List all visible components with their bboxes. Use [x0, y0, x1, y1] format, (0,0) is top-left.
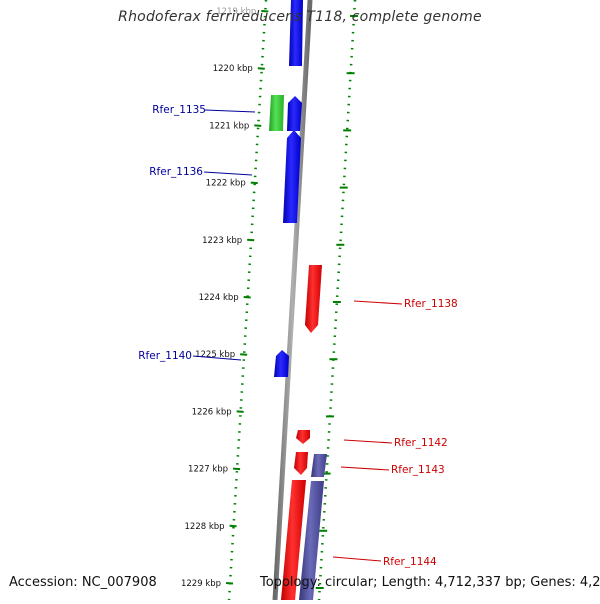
gene-forward-1136	[283, 130, 301, 223]
scale-tick	[233, 467, 241, 471]
outer-dotted-guide	[317, 0, 357, 601]
scale-label: 1220 kbp	[213, 64, 253, 74]
scale-tick	[250, 181, 258, 185]
scale-label: 1221 kbp	[209, 121, 249, 131]
gene-forward-1140	[274, 350, 289, 377]
scale-label: 1225 kbp	[195, 350, 235, 360]
gene-other-1144	[299, 481, 324, 600]
scale-tick	[257, 67, 265, 70]
leader-rfer-1142	[343, 439, 393, 444]
gene-reverse-1144	[281, 480, 306, 600]
gene-label-rfer-1142[interactable]: Rfer_1142	[394, 437, 448, 449]
scale-label: 1227 kbp	[188, 465, 228, 475]
scale-tick	[243, 296, 251, 299]
leader-rfer-1140	[192, 355, 242, 361]
gene-label-rfer-1135[interactable]: Rfer_1135	[152, 104, 206, 116]
scale-tick	[225, 582, 234, 585]
scale-label: 1229 kbp	[181, 579, 221, 589]
scale-tick	[229, 524, 237, 528]
gene-label-rfer-1136[interactable]: Rfer_1136	[149, 166, 203, 178]
leader-rfer-1135	[204, 109, 256, 113]
scale-tick	[254, 124, 262, 127]
scale-tick	[236, 410, 244, 413]
scale-tick	[247, 238, 255, 242]
scale-tick	[240, 353, 248, 356]
leader-rfer-1144	[332, 556, 382, 562]
gene-label-rfer-1138[interactable]: Rfer_1138	[404, 298, 458, 310]
scale-label: 1224 kbp	[199, 293, 239, 303]
gene-forward-1135	[287, 96, 302, 131]
gene-label-rfer-1140[interactable]: Rfer_1140	[138, 350, 192, 362]
scale-label: 1219 kbp	[216, 7, 256, 17]
scale-label: 1228 kbp	[185, 522, 225, 532]
topology-text: Topology: circular; Length: 4,712,337 bp…	[260, 575, 600, 590]
leader-rfer-1138	[353, 300, 403, 305]
gene-other-1143	[311, 454, 327, 477]
gene-label-rfer-1144[interactable]: Rfer_1144	[383, 556, 437, 568]
scale-ticks: 1219 kbp 1220 kbp 1221 kbp 1222 kbp 1223 kbp…	[181, 7, 359, 589]
leader-rfer-1136	[203, 171, 253, 176]
scale-label: 1226 kbp	[192, 407, 232, 417]
scale-label: 1223 kbp	[202, 236, 242, 246]
gene-reverse-1143	[294, 452, 308, 475]
map-title: Rhodoferax ferrireducens T118, complete …	[118, 9, 482, 25]
gene-forward-1134	[289, 0, 303, 66]
gene-reverse-1142	[296, 430, 310, 444]
gene-reverse-1138	[305, 265, 322, 333]
genome-backbone	[272, 0, 313, 601]
leader-rfer-1143	[340, 466, 390, 471]
scale-tick	[261, 10, 269, 13]
gene-rna-1135	[269, 95, 284, 131]
gene-label-rfer-1143[interactable]: Rfer_1143	[391, 464, 445, 476]
scale-label: 1222 kbp	[206, 179, 246, 189]
accession-text: Accession: NC_007908	[9, 575, 157, 590]
